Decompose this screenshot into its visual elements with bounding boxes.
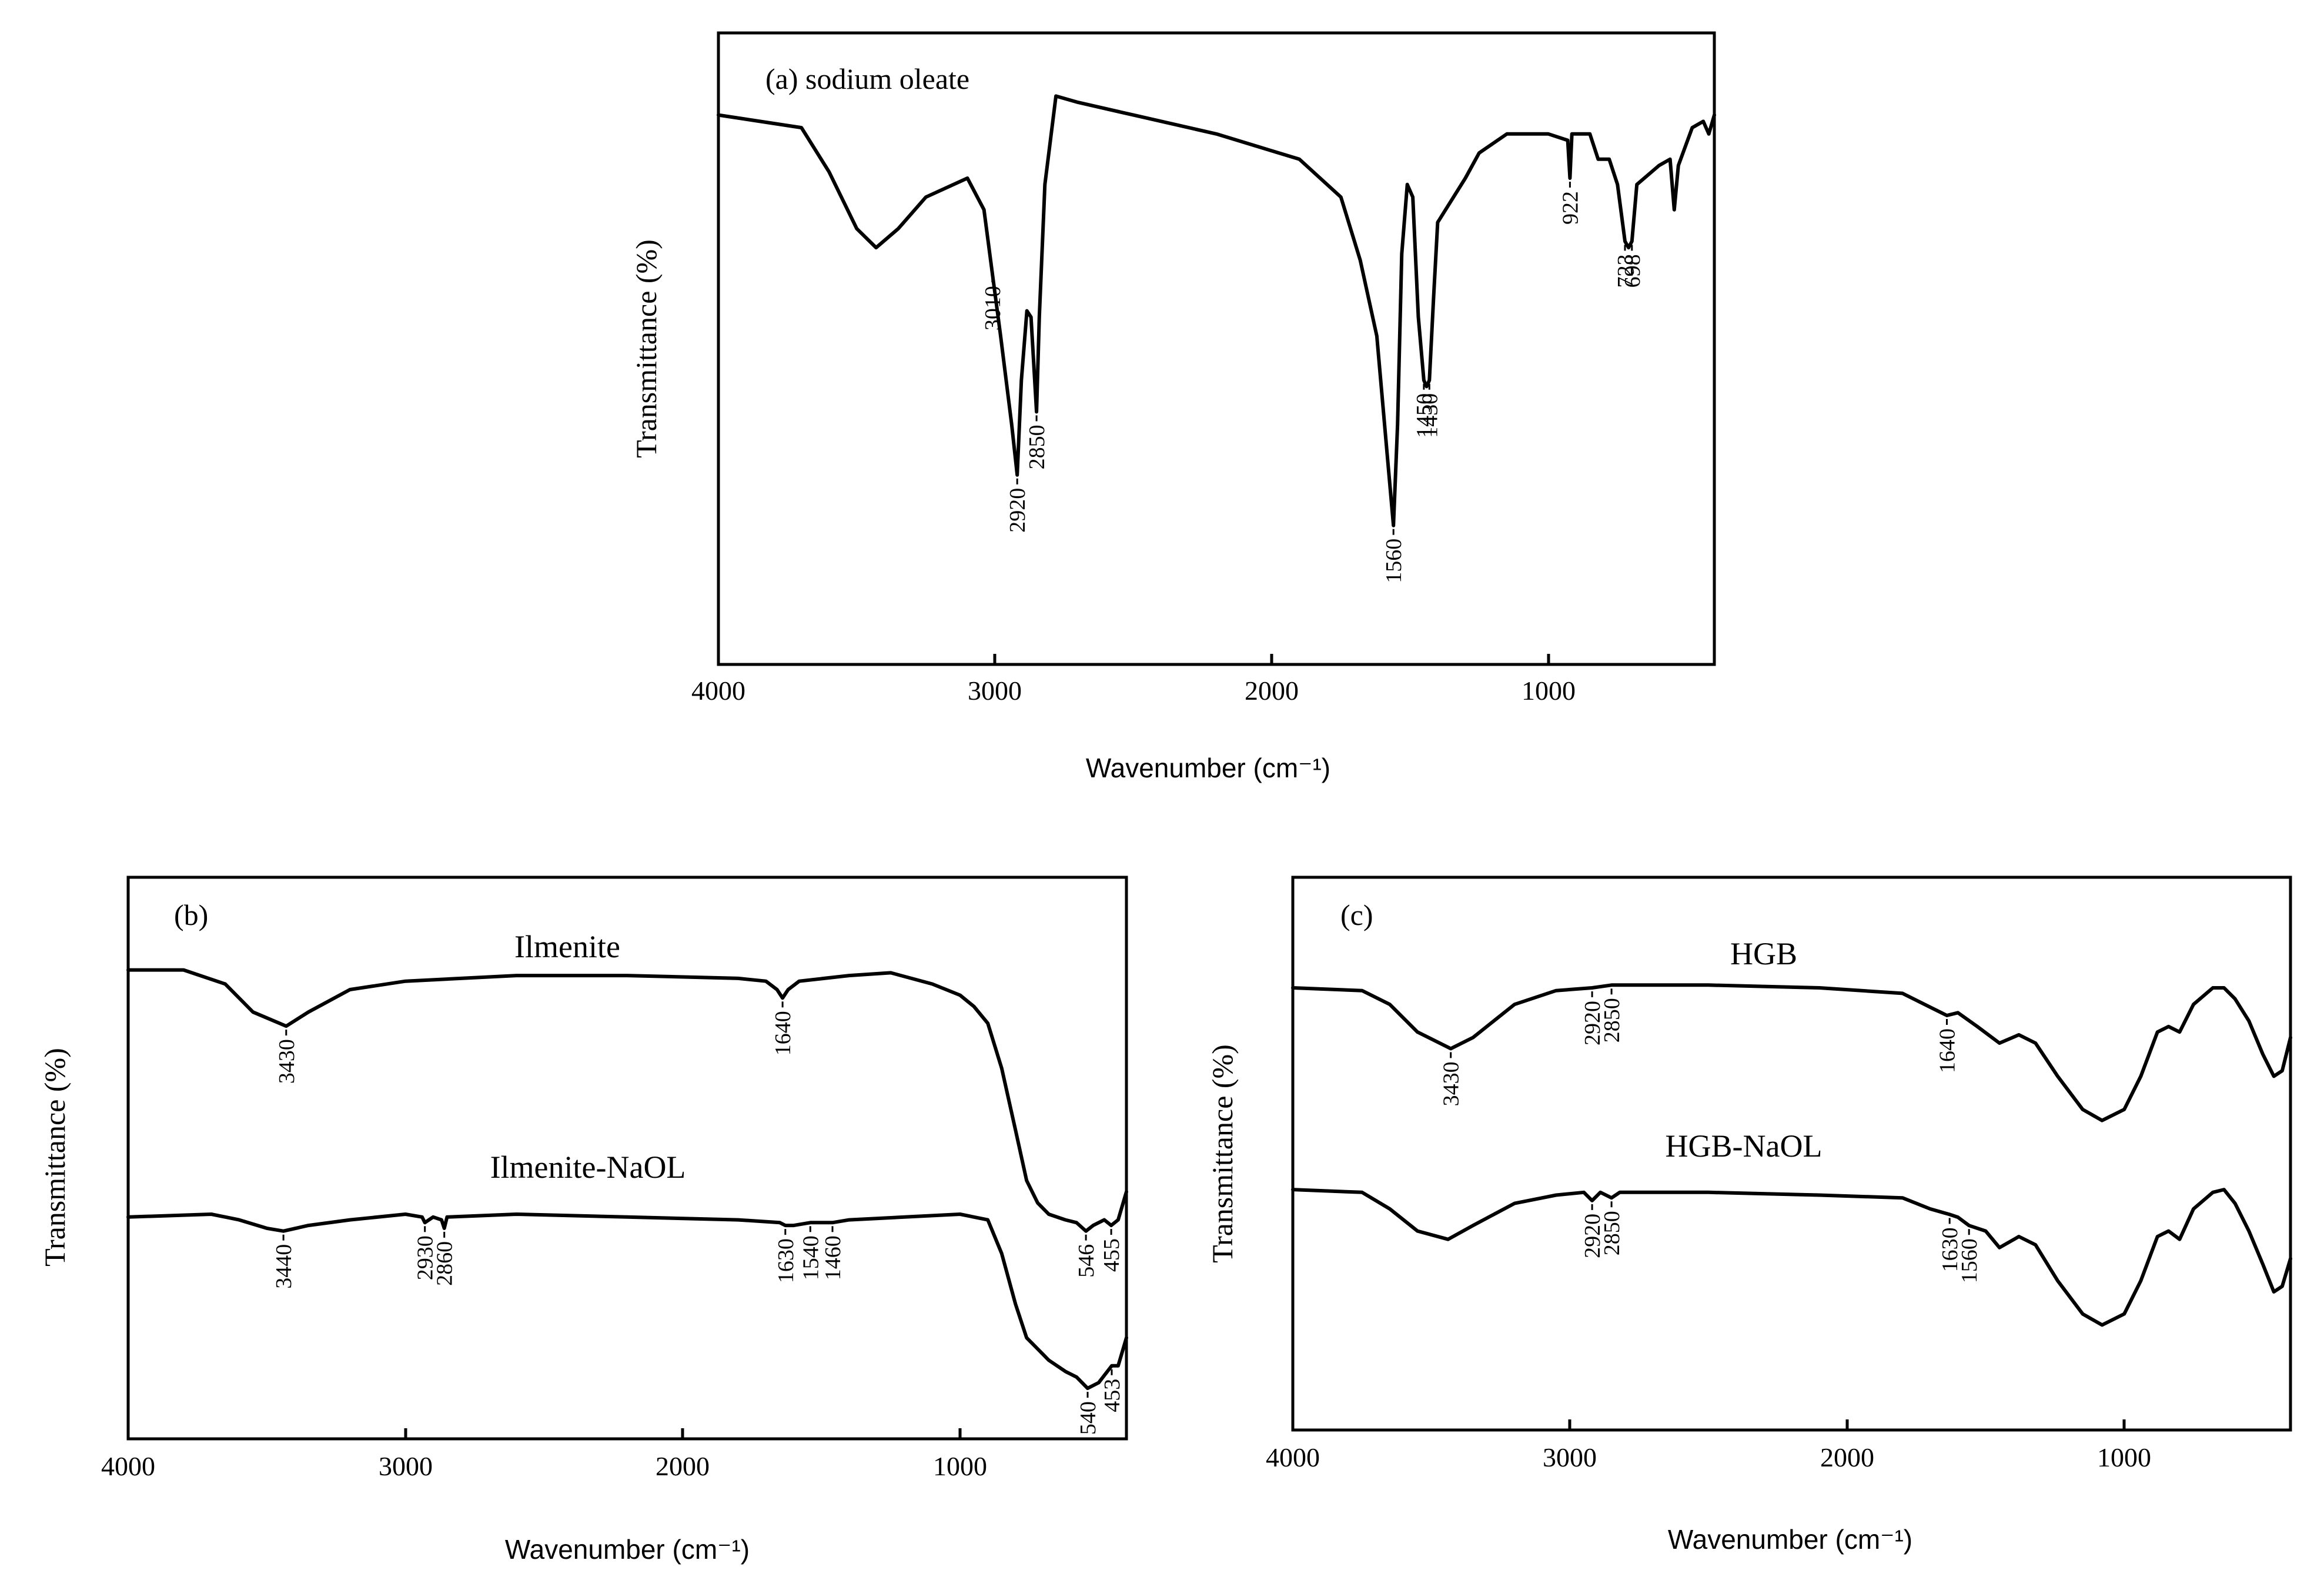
panel-b-peak-label-1630: 1630 [774,1238,798,1283]
panel-a-peak-label-2850: 2850 [1025,425,1049,469]
panel-c-plot-frame [1291,876,2292,1432]
panel-a-peak-label-1430: 1430 [1417,393,1442,438]
panel-b-series-label-ilmenite: Ilmenite [514,929,620,964]
panel-a-peak-label-723: 723 [1613,254,1638,288]
panel-c-tick-label-3000: 3000 [1543,1442,1597,1472]
panel-c-peak-labels: 3430 2920 2850 1640 2920 2850 1630 1560 [1439,988,1982,1283]
panel-a-title: (a) sodium oleate [765,62,969,95]
panel-b-peak-label-1640: 1640 [771,1011,795,1055]
panel-c-tick-label-2000: 2000 [1820,1442,1874,1472]
panel-a-xticks: 4000 3000 2000 1000 [691,654,1576,706]
panel-b-tick-label-2000: 2000 [656,1451,710,1481]
panel-c-series-hgb-line [1291,983,2292,1122]
panel-b-peak-label-1540: 1540 [798,1235,823,1280]
panel-a-peak-label-2920: 2920 [1005,488,1030,533]
panel-a-peak-label-3010: 3010 [981,286,1005,330]
panel-b-series-label-ilmenite-naol: Ilmenite-NaOL [490,1150,686,1185]
panel-a-tick-label-3000: 3000 [968,676,1022,706]
panel-c-peak-label-2850: 2850 [1600,998,1624,1043]
panel-c-ylabel: Transmittance (%) [1206,1044,1239,1263]
panel-c-series-label-hgb-naol: HGB-NaOL [1666,1128,1823,1164]
panel-b: (b) Transmittance (%) Wavenumber (cm⁻¹) … [38,876,1128,1565]
panel-c-peak-label-3430: 3430 [1439,1061,1464,1106]
panel-a: (a) sodium oleate Transmittance (%) Wave… [630,31,1716,783]
panel-a-peak-labels: 3010 2920 2850 1560 1450 1430 922 723 69… [981,182,1645,583]
panel-a-plot-frame [717,31,1716,666]
panel-a-tick-label-1000: 1000 [1522,676,1576,706]
panel-b-tick-label-1000: 1000 [933,1451,987,1481]
panel-b-peak-label-546: 546 [1074,1244,1099,1278]
panel-c-xlabel: Wavenumber (cm⁻¹) [1668,1524,1912,1555]
panel-a-xlabel: Wavenumber (cm⁻¹) [1086,753,1330,783]
panel-b-tick-label-3000: 3000 [379,1451,433,1481]
panel-b-peak-label-3440: 3440 [272,1244,296,1289]
panel-a-ylabel: Transmittance (%) [630,239,663,458]
panel-a-tick-label-4000: 4000 [691,676,745,706]
panel-c-tick-label-4000: 4000 [1266,1442,1320,1472]
panel-b-peak-label-540: 540 [1076,1401,1101,1435]
panel-c-peak-label-2850-naol: 2850 [1600,1211,1624,1255]
panel-b-peak-label-3430: 3430 [275,1039,299,1084]
panel-b-peak-label-455: 455 [1099,1238,1124,1272]
panel-c-series-hgb-naol-line [1291,1188,2292,1327]
panel-b-xlabel: Wavenumber (cm⁻¹) [505,1534,750,1565]
panel-c-peak-label-2920: 2920 [1580,1001,1605,1045]
panel-b-series-ilmenite-naol-line [126,1212,1128,1391]
panel-a-series-sodium-oleate-line [717,94,1716,527]
panel-b-ylabel: Transmittance (%) [38,1048,71,1267]
panel-c-peak-label-1630: 1630 [1938,1227,1962,1272]
panel-c-tick-label-1000: 1000 [2097,1442,2151,1472]
panel-a-peak-label-922: 922 [1558,191,1583,225]
panel-b-peak-label-1460: 1460 [821,1235,845,1280]
panel-c-peak-label-1560: 1560 [1957,1238,1982,1283]
panel-a-peak-label-1560: 1560 [1382,539,1406,583]
panel-b-peak-label-453: 453 [1100,1379,1125,1412]
panel-b-xticks: 4000 3000 2000 1000 [101,1428,987,1481]
panel-c-xticks: 4000 3000 2000 1000 [1266,1419,2151,1472]
panel-b-plot-frame [126,876,1128,1441]
panel-b-series-ilmenite-line [126,968,1128,1233]
panel-b-title: (b) [174,898,208,931]
panel-b-tick-label-4000: 4000 [101,1451,155,1481]
panel-c: (c) Transmittance (%) Wavenumber (cm⁻¹) … [1206,876,2292,1555]
panel-c-peak-label-2920-naol: 2920 [1580,1214,1605,1258]
panel-b-peak-labels: 3430 1640 546 455 3440 2930 2860 1630 15… [272,1001,1125,1435]
panel-c-peak-label-1640: 1640 [1935,1028,1960,1073]
panel-b-peak-label-2930: 2930 [413,1235,438,1280]
panel-a-peak-label-1450: 1450 [1412,393,1437,438]
panel-c-title: (c) [1340,898,1373,931]
panel-b-peak-label-2860: 2860 [433,1241,457,1286]
panel-a-peak-label-698: 698 [1620,254,1645,288]
panel-a-tick-label-2000: 2000 [1245,676,1299,706]
panel-c-series-label-hgb: HGB [1730,936,1797,971]
